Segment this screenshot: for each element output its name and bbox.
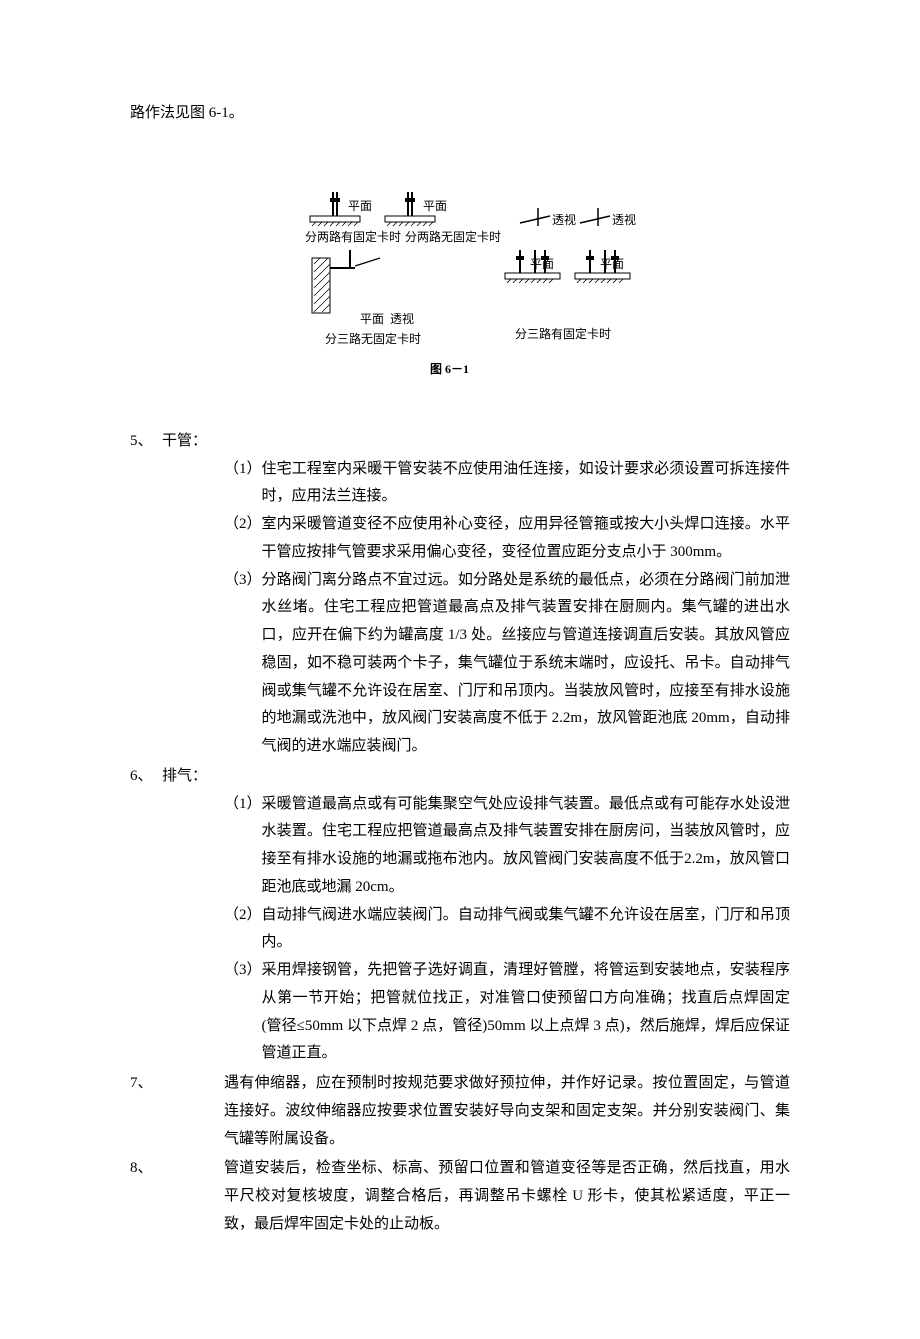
svg-text:平面: 平面 [600, 257, 624, 271]
sub-text: 住宅工程室内采暖干管安装不应使用油任连接，如设计要求必须设置可拆连接件时，应用法… [262, 456, 790, 512]
svg-text:分三路有固定卡时: 分三路有固定卡时 [515, 326, 611, 341]
section-8: 8、 管道安装后，检查坐标、标高、预留口位置和管道变径等是否正确，然后找直，用水… [130, 1155, 790, 1238]
sub-num: （1） [224, 456, 262, 484]
figure-6-1: 平面 平面 分两路有固定卡时 分两路无固定卡时 透视 透视 [130, 178, 790, 388]
section-6-item-2: （2） 自动排气阀进水端应装阀门。自动排气阀或集气罐不允许设在居室，门厅和吊顶内… [224, 902, 790, 958]
section-6-num: 6、 [130, 763, 162, 791]
sub-text: 分路阀门离分路点不宜过远。如分路处是系统的最低点，必须在分路阀门前加泄水丝堵。住… [262, 567, 790, 761]
sub-num: （3） [224, 567, 262, 595]
section-5-header: 5、 干管： [130, 428, 790, 456]
svg-text:平面: 平面 [348, 199, 372, 213]
section-6-item-3: （3） 采用焊接钢管，先把管子选好调直，清理好管膛，将管运到安装地点，安装程序从… [224, 957, 790, 1068]
sub-num: （2） [224, 511, 262, 539]
section-7-num: 7、 [130, 1070, 162, 1098]
sub-num: （3） [224, 957, 262, 985]
section-5-item-3: （3） 分路阀门离分路点不宜过远。如分路处是系统的最低点，必须在分路阀门前加泄水… [224, 567, 790, 761]
sub-num: （2） [224, 902, 262, 930]
section-7-text: 遇有伸缩器，应在预制时按规范要求做好预拉伸，并作好记录。按位置固定，与管道连接好… [224, 1070, 790, 1153]
svg-text:透视: 透视 [390, 311, 414, 326]
section-5-label: 干管： [162, 428, 224, 456]
section-6-header: 6、 排气： [130, 763, 790, 791]
section-7: 7、 遇有伸缩器，应在预制时按规范要求做好预拉伸，并作好记录。按位置固定，与管道… [130, 1070, 790, 1153]
svg-text:分两路无固定卡时: 分两路无固定卡时 [405, 229, 501, 244]
section-6-item-1: （1） 采暖管道最高点或有可能集聚空气处应设排气装置。最低点或有可能存水处设泄水… [224, 791, 790, 902]
svg-text:平面: 平面 [360, 312, 384, 326]
sub-text: 室内采暖管道变径不应使用补心变径，应用异径管箍或按大小头焊口连接。水平干管应按排… [262, 511, 790, 567]
sub-text: 采暖管道最高点或有可能集聚空气处应设排气装置。最低点或有可能存水处设泄水装置。住… [262, 791, 790, 902]
sub-text: 采用焊接钢管，先把管子选好调直，清理好管膛，将管运到安装地点，安装程序从第一节开… [262, 957, 790, 1068]
section-6-label: 排气： [162, 763, 224, 791]
svg-text:分三路无固定卡时: 分三路无固定卡时 [325, 331, 421, 346]
section-8-num: 8、 [130, 1155, 162, 1183]
sub-num: （1） [224, 791, 262, 819]
svg-text:透视: 透视 [552, 212, 576, 227]
sub-text: 自动排气阀进水端应装阀门。自动排气阀或集气罐不允许设在居室，门厅和吊顶内。 [262, 902, 790, 958]
svg-text:透视: 透视 [612, 212, 636, 227]
svg-text:平面: 平面 [423, 199, 447, 213]
header-text: 路作法见图 6-1。 [130, 100, 790, 128]
svg-text:分两路有固定卡时: 分两路有固定卡时 [305, 229, 401, 244]
section-8-text: 管道安装后，检查坐标、标高、预留口位置和管道变径等是否正确，然后找直，用水平尺校… [224, 1155, 790, 1238]
section-5-item-2: （2） 室内采暖管道变径不应使用补心变径，应用异径管箍或按大小头焊口连接。水平干… [224, 511, 790, 567]
section-5-item-1: （1） 住宅工程室内采暖干管安装不应使用油任连接，如设计要求必须设置可拆连接件时… [224, 456, 790, 512]
section-5-num: 5、 [130, 428, 162, 456]
svg-text:平面: 平面 [530, 257, 554, 271]
svg-text:图 6－1: 图 6－1 [430, 362, 469, 376]
